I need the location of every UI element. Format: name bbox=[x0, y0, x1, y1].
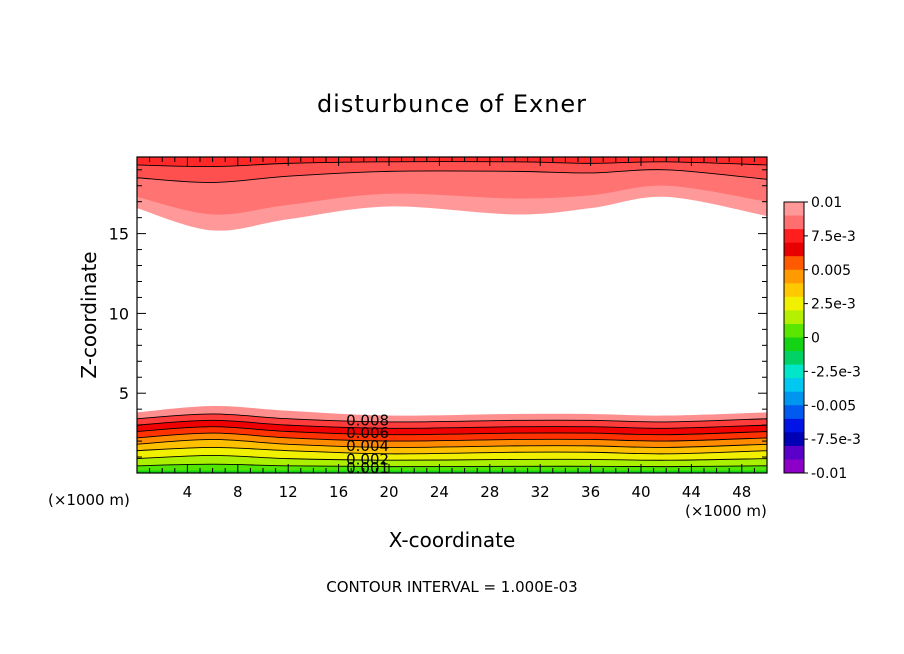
x-axis-label: X-coordinate bbox=[389, 528, 516, 552]
x-tick-label: 20 bbox=[379, 483, 398, 501]
x-tick-label: 24 bbox=[430, 483, 449, 501]
colorbar-segment bbox=[784, 351, 804, 366]
colorbar: 0.01 7.5e-3 0.005 2.5e-3 0 -2.5e-3 -0.005 -7.5e… bbox=[783, 195, 861, 482]
x-tick-label: 32 bbox=[531, 483, 550, 501]
y-axis: 5 10 15 bbox=[109, 169, 767, 458]
colorbar-label: -7.5e-3 bbox=[811, 432, 861, 448]
colorbar-segment bbox=[784, 459, 804, 474]
contour-line-upper-0.009 bbox=[137, 169, 767, 183]
colorbar-segment bbox=[784, 323, 804, 338]
colorbar-label: 0 bbox=[811, 331, 820, 347]
contour-label: 0.001 bbox=[346, 459, 389, 477]
x-axis: 4 8 12 16 20 24 28 32 36 40 44 48 bbox=[149, 157, 755, 501]
colorbar-label: 2.5e-3 bbox=[811, 297, 856, 313]
contour-label: 0.008 bbox=[346, 411, 389, 429]
contour-label: 0.004 bbox=[346, 437, 389, 455]
contour-line-lower-0.008 bbox=[137, 413, 767, 423]
x-tick-label: 48 bbox=[732, 483, 751, 501]
colorbar-segment bbox=[784, 229, 804, 244]
contour-line-lower-0.004 bbox=[137, 439, 767, 448]
y-tick-label: 15 bbox=[109, 225, 129, 244]
contour-line-lower-0.005 bbox=[137, 432, 767, 442]
y-tick-label: 5 bbox=[119, 384, 129, 403]
y-tick-label: 10 bbox=[109, 304, 129, 323]
x-tick-label: 4 bbox=[183, 483, 193, 501]
contour-line-lower-0.002 bbox=[137, 454, 767, 461]
colorbar-label: -2.5e-3 bbox=[811, 364, 861, 380]
x-tick-label: 16 bbox=[329, 483, 348, 501]
contour-line-lower-0.001 bbox=[137, 463, 767, 468]
contour-line-lower-0.003 bbox=[137, 447, 767, 455]
colorbar-label: 0.005 bbox=[811, 263, 851, 279]
colorbar-label: -0.01 bbox=[811, 466, 847, 482]
x-tick-label: 40 bbox=[631, 483, 650, 501]
x-unit-right: (×1000 m) bbox=[685, 502, 767, 520]
x-tick-label: 36 bbox=[581, 483, 600, 501]
x-tick-label: 12 bbox=[279, 483, 298, 501]
colorbar-segment bbox=[784, 364, 804, 379]
x-unit-left: (×1000 m) bbox=[48, 491, 130, 509]
colorbar-label: -0.005 bbox=[811, 398, 856, 414]
colorbar-segment bbox=[784, 256, 804, 271]
colorbar-segment bbox=[784, 310, 804, 325]
colorbar-segment bbox=[784, 418, 804, 433]
x-tick-label: 28 bbox=[480, 483, 499, 501]
contour-label: 0.006 bbox=[346, 424, 389, 442]
colorbar-segment bbox=[784, 432, 804, 447]
colorbar-segment bbox=[784, 215, 804, 230]
colorbar-segment bbox=[784, 296, 804, 311]
colorbar-segment bbox=[784, 269, 804, 284]
contour-fill-upper-0.01 bbox=[137, 157, 767, 167]
y-axis-label: Z-coordinate bbox=[77, 251, 101, 378]
contour-label: 0.002 bbox=[346, 450, 389, 468]
colorbar-segment bbox=[784, 405, 804, 420]
contour-line-lower-0.006 bbox=[137, 426, 767, 436]
contour-interval-note: CONTOUR INTERVAL = 1.000E-03 bbox=[326, 578, 577, 596]
chart-title: disturbunce of Exner bbox=[317, 90, 587, 118]
contour-line-lower-0.007 bbox=[137, 419, 767, 429]
colorbar-segment bbox=[784, 202, 804, 217]
colorbar-label: 0.01 bbox=[811, 195, 842, 211]
colorbar-segment bbox=[784, 242, 804, 257]
colorbar-segment bbox=[784, 283, 804, 298]
colorbar-label: 7.5e-3 bbox=[811, 229, 856, 245]
colorbar-segment bbox=[784, 445, 804, 460]
colorbar-segment bbox=[784, 391, 804, 406]
colorbar-segment bbox=[784, 337, 804, 352]
colorbar-segment bbox=[784, 378, 804, 393]
x-tick-label: 44 bbox=[682, 483, 701, 501]
x-tick-label: 8 bbox=[233, 483, 243, 501]
